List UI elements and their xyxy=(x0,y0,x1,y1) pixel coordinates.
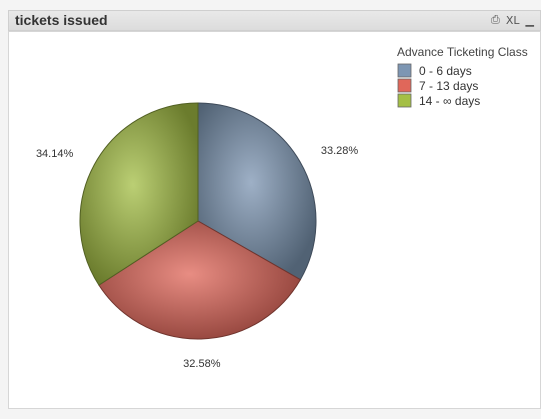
pie-slice[interactable] xyxy=(98,220,302,340)
slice-value-label: 32.58% xyxy=(183,358,221,370)
title-bar-icons: ⎙ XL ▁ xyxy=(491,13,534,27)
slice-value-label: 33.28% xyxy=(321,145,359,157)
legend-swatch[interactable] xyxy=(397,63,412,78)
pie-slice[interactable] xyxy=(197,102,317,281)
print-icon[interactable]: ⎙ xyxy=(491,13,500,26)
chart-title: tickets issued xyxy=(15,12,108,28)
legend-label[interactable]: 7 - 13 days xyxy=(419,79,478,93)
slice-value-label: 34.14% xyxy=(36,148,74,160)
legend-label[interactable]: 0 - 6 days xyxy=(419,64,472,78)
title-bar: tickets issued ⎙ XL ▁ xyxy=(8,10,541,31)
pie-slice[interactable] xyxy=(79,102,199,286)
legend-swatch[interactable] xyxy=(397,78,412,93)
legend-swatch[interactable] xyxy=(397,93,412,108)
chart-area: 33.28% 32.58% 34.14% Advance Ticketing Cla… xyxy=(8,31,541,409)
minimize-icon[interactable]: ▁ xyxy=(525,13,534,27)
excel-icon[interactable]: XL xyxy=(505,13,520,27)
legend-title: Advance Ticketing Class xyxy=(397,45,528,59)
pie-chart: 33.28% 32.58% 34.14% Advance Ticketing Cla… xyxy=(36,45,528,370)
legend-label[interactable]: 14 - ∞ days xyxy=(419,94,480,108)
